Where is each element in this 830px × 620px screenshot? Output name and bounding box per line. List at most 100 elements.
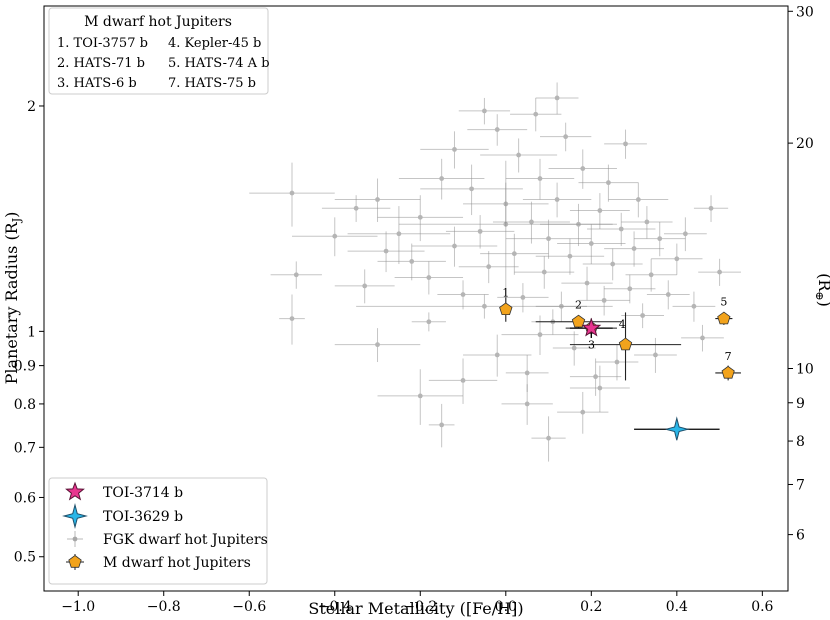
fgk-point-marker (653, 352, 658, 358)
fgk-point-marker (567, 253, 573, 259)
fgk-point-marker (293, 272, 299, 278)
y2-tick-label: 7 (796, 477, 805, 493)
fgk-point (420, 164, 523, 216)
legend-marker-toi-3629b (62, 503, 88, 529)
y-tick-label: 0.7 (14, 440, 36, 456)
fgk-point-marker (618, 226, 624, 232)
m-dwarf-point: 2 (535, 299, 622, 329)
fgk-point-marker (460, 378, 466, 383)
fgk-point (557, 224, 626, 265)
fgk-point (377, 369, 464, 425)
annotation-title: M dwarf hot Jupiters (84, 14, 232, 30)
y2-tick-label: 20 (796, 136, 814, 152)
fgk-point-marker (588, 241, 594, 246)
y-tick-label: 0.9 (14, 359, 36, 375)
fgk-point (672, 291, 716, 322)
legend-marker-toi-3714b (65, 481, 85, 501)
fgk-point (377, 243, 446, 281)
fgk-point (569, 365, 630, 413)
fgk-point (334, 328, 421, 363)
fgk-point (698, 258, 741, 286)
fgk-point (510, 97, 562, 132)
fgk-point-marker (353, 205, 359, 211)
legend-label: TOI-3714 b (103, 485, 183, 501)
m-dwarf-point-number: 3 (588, 339, 595, 352)
fgk-point (595, 344, 639, 381)
fgk-point (604, 231, 664, 267)
plot-frame (43, 5, 789, 592)
x-tick-label: 0.4 (666, 599, 688, 615)
fgk-point-marker (375, 342, 380, 348)
legend-marker-m-dwarf (66, 554, 84, 570)
fgk-point-marker (563, 134, 569, 140)
fgk-point (604, 129, 647, 159)
fgk-point-marker (700, 335, 705, 341)
fgk-point-marker (362, 283, 368, 289)
fgk-point-marker (426, 275, 432, 280)
m-dwarf-point: 5 (715, 296, 733, 325)
y2-tick-label: 10 (796, 362, 814, 378)
fgk-point-marker (691, 303, 697, 309)
m-dwarf-point-marker (717, 311, 731, 325)
fgk-point-marker (623, 141, 628, 147)
fgk-point (664, 217, 707, 252)
fgk-point-marker (503, 221, 509, 227)
fgk-point (505, 219, 592, 259)
m-dwarf-point-number: 4 (619, 318, 626, 331)
fgk-point (531, 416, 566, 462)
toi-3714b-point-marker (581, 317, 602, 337)
fgk-point-marker (648, 272, 654, 278)
fgk-point-marker (640, 313, 646, 318)
fgk-point-marker (597, 208, 603, 213)
fgk-point (463, 334, 532, 377)
fgk-point (279, 294, 305, 345)
fgk-point (428, 403, 455, 448)
fgk-point (458, 251, 519, 284)
fgk-point-marker (524, 401, 530, 407)
fgk-point-marker (584, 280, 590, 286)
fgk-point (569, 193, 630, 229)
fgk-point-marker (682, 231, 688, 237)
fgk-point-marker (541, 269, 547, 275)
annotation-item: 3. HATS-6 b (57, 76, 137, 91)
fgk-point-marker (439, 422, 445, 428)
fgk-point (693, 195, 729, 222)
y2-tick-label: 6 (796, 528, 805, 544)
annotation-item: 5. HATS-74 A b (168, 56, 270, 71)
fgk-point-marker (452, 146, 457, 152)
fgk-point-marker (593, 374, 598, 380)
fgk-point (651, 243, 703, 275)
m-dwarf-point-marker (721, 365, 735, 379)
fgk-point-marker (529, 219, 534, 225)
fgk-point (334, 269, 395, 304)
fgk-point (428, 358, 498, 404)
fgk-point (480, 138, 558, 173)
y-tick-label: 0.6 (14, 490, 36, 506)
fgk-point-marker (494, 127, 500, 132)
fgk-point (535, 82, 579, 115)
fgk-point (540, 122, 592, 152)
toi-3629b-point-marker (665, 416, 690, 441)
x-tick-label: −0.6 (232, 599, 266, 615)
y2-axis-label: (R⊕) (813, 273, 830, 307)
fgk-point-marker (486, 264, 492, 270)
fgk-point (535, 238, 605, 275)
legend-markers (62, 481, 88, 570)
fgk-point (398, 158, 485, 200)
legend-label: M dwarf hot Jupiters (103, 555, 251, 571)
fgk-point (377, 195, 464, 242)
fgk-point-marker (546, 435, 551, 441)
fgk-point-marker (717, 269, 722, 275)
x-axis-label: Stellar Metallicity ([Fe/H]) (308, 599, 523, 618)
fgk-point (552, 331, 596, 366)
fgk-point-marker (452, 243, 457, 249)
axes-layer: −1.0 −0.8 −0.6 −0.4 −0.2 0.0 0.2 0.4 0.6 0.5 0.6 0.… (14, 4, 814, 615)
legend-marker-fgk-dot (72, 536, 78, 542)
legend-label: TOI-3629 b (103, 509, 183, 525)
fgk-point (578, 164, 639, 202)
fgk-point (249, 162, 335, 227)
fgk-point (411, 226, 498, 267)
x-tick-label: 0.0 (495, 599, 517, 615)
toi-3629b-point (634, 416, 720, 441)
fgk-point (634, 221, 686, 257)
